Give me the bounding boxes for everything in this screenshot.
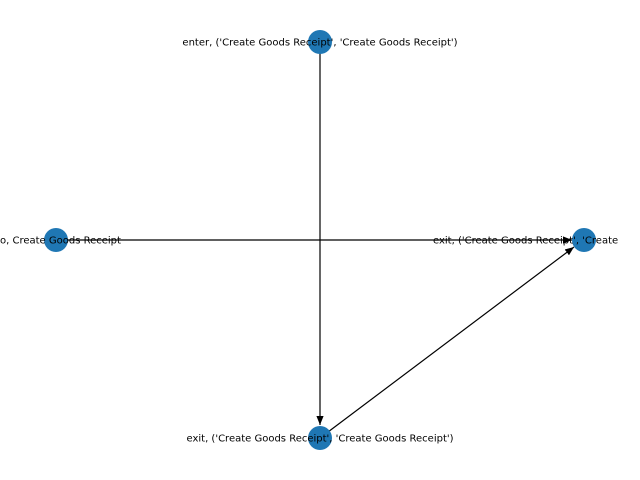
node-label-top: enter, ('Create Goods Receipt', 'Create …	[182, 38, 457, 49]
node-right[interactable]	[572, 228, 596, 252]
node-left[interactable]	[44, 228, 68, 252]
edge-bottom-to-right	[319, 246, 575, 439]
node-label-bottom: exit, ('Create Goods Receipt', 'Create G…	[186, 434, 453, 445]
node-top[interactable]	[308, 30, 332, 54]
node-label-left: o, Create Goods Receipt	[0, 236, 121, 247]
node-bottom[interactable]	[308, 426, 332, 450]
node-label-right: exit, ('Create Goods Receipt', 'Create	[433, 236, 618, 247]
